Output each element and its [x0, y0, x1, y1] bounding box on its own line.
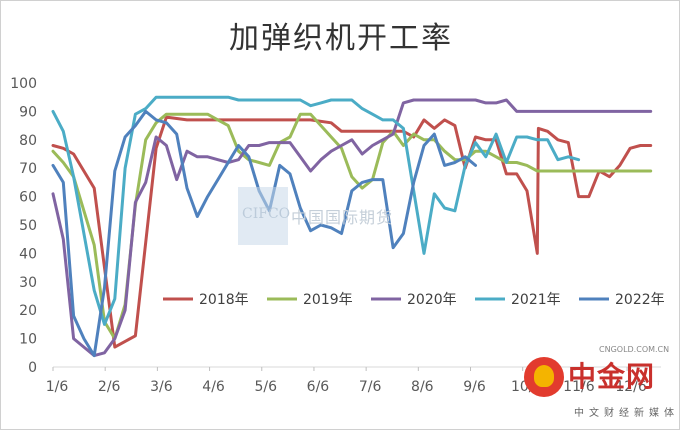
- y-tick-label: 10: [19, 332, 37, 348]
- y-tick-label: 50: [19, 218, 37, 234]
- x-tick-label: 9/6: [463, 379, 486, 395]
- x-tick-label: 11/6: [563, 379, 595, 395]
- site-logo-icon-inner: [534, 365, 554, 387]
- x-tick-label: 6/6: [307, 379, 330, 395]
- x-tick-label: 7/6: [359, 379, 382, 395]
- legend-label: 2021年: [511, 292, 561, 308]
- y-tick-label: 30: [19, 275, 37, 291]
- watermark-logo: [238, 187, 288, 245]
- x-tick-label: 12/6: [615, 379, 647, 395]
- x-tick-label: 5/6: [254, 379, 277, 395]
- y-tick-label: 0: [28, 360, 37, 376]
- legend-label: 2019年: [303, 292, 353, 308]
- series-line-2020年: [51, 98, 653, 358]
- y-tick-label: 90: [19, 104, 37, 120]
- legend-label: 2018年: [199, 292, 249, 308]
- chart-title: 加弹织机开工率: [229, 21, 453, 56]
- y-tick-label: 20: [19, 303, 37, 319]
- y-tick-label: 100: [10, 76, 37, 92]
- x-tick-label: 3/6: [150, 379, 173, 395]
- watermark-text: 中国国际期货: [291, 208, 394, 227]
- series-line-2019年: [51, 112, 653, 341]
- x-tick-label: 4/6: [202, 379, 225, 395]
- x-tick-label: 1/6: [46, 379, 69, 395]
- y-tick-label: 80: [19, 133, 37, 149]
- y-tick-label: 70: [19, 161, 37, 177]
- legend-label: 2020年: [407, 292, 457, 308]
- x-tick-label: 8/6: [411, 379, 434, 395]
- y-tick-label: 40: [19, 246, 37, 262]
- y-tick-label: 60: [19, 190, 37, 206]
- watermark-latin: CIFCO: [242, 206, 291, 222]
- legend-label: 2022年: [615, 292, 665, 308]
- site-logo-name: 中金网: [568, 360, 656, 393]
- site-logo-url: CNGOLD.COM.CN: [599, 345, 670, 354]
- series-line-2021年: [51, 95, 581, 326]
- site-logo-tagline: 中文财经新媒体: [574, 408, 679, 419]
- x-tick-label: 2/6: [98, 379, 121, 395]
